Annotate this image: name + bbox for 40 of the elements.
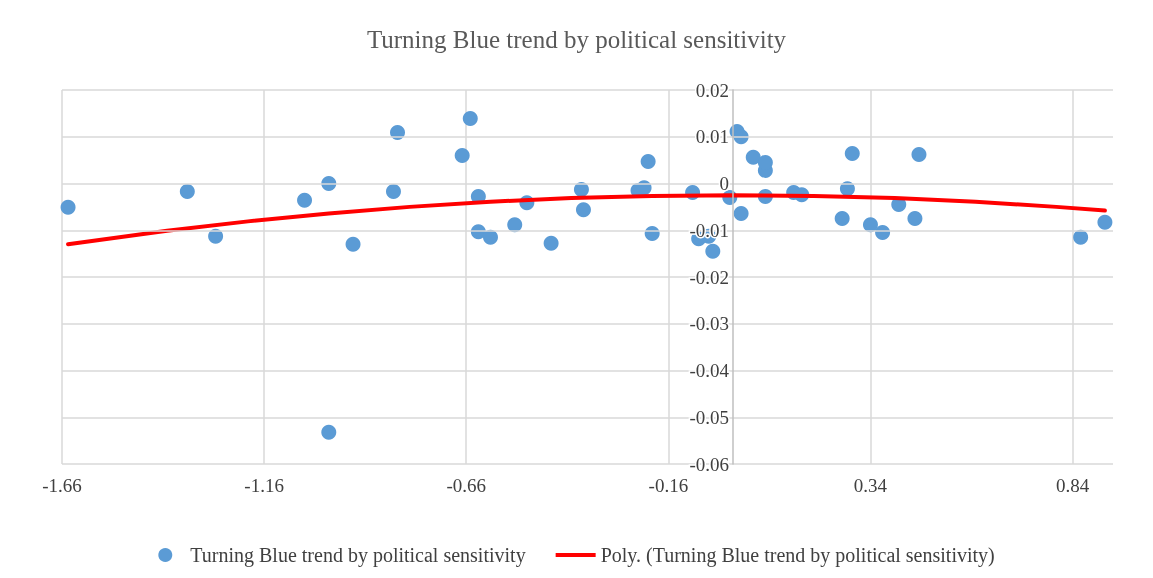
x-tick-label: -0.16	[648, 475, 689, 496]
point	[179, 183, 195, 199]
point	[844, 146, 860, 162]
point	[543, 235, 559, 251]
point	[1073, 229, 1089, 245]
x-tick-label: -1.66	[42, 475, 82, 496]
point	[575, 202, 591, 218]
chart-title: Turning Blue trend by political sensitivity	[366, 26, 787, 53]
point	[862, 217, 878, 233]
y-tick-label: -0.05	[689, 406, 730, 428]
point	[483, 229, 498, 245]
point	[454, 147, 470, 163]
point	[640, 154, 656, 170]
y-tick-label: -0.06	[689, 453, 730, 475]
y-tick-label: -0.04	[689, 360, 730, 381]
y-tick-label: 0	[719, 173, 730, 194]
y-tick-label: -0.03	[689, 313, 730, 335]
point	[907, 211, 923, 227]
legend-label: Turning Blue trend by political sensitivity	[190, 544, 526, 567]
point	[385, 183, 401, 199]
x-tick-label: 0.34	[853, 475, 888, 496]
y-tick-label: -0.02	[689, 266, 730, 288]
x-tick-label: 0.84	[1055, 475, 1090, 496]
legend-label: Poly. (Turning Blue trend by political sensitivity)	[600, 544, 995, 567]
point	[705, 243, 721, 259]
y-tick-label: 0.02	[695, 79, 730, 101]
point	[321, 424, 337, 440]
point	[462, 111, 478, 127]
point	[733, 205, 749, 221]
point	[507, 217, 523, 233]
point	[1097, 214, 1113, 230]
point	[297, 192, 313, 208]
point	[345, 236, 361, 252]
point	[60, 199, 76, 215]
point	[834, 211, 850, 227]
point	[911, 147, 927, 163]
point	[745, 149, 761, 165]
x-tick-label: -0.66	[446, 475, 487, 496]
x-tick-label: -1.16	[244, 475, 284, 496]
y-tick-label: 0.01	[695, 126, 730, 148]
